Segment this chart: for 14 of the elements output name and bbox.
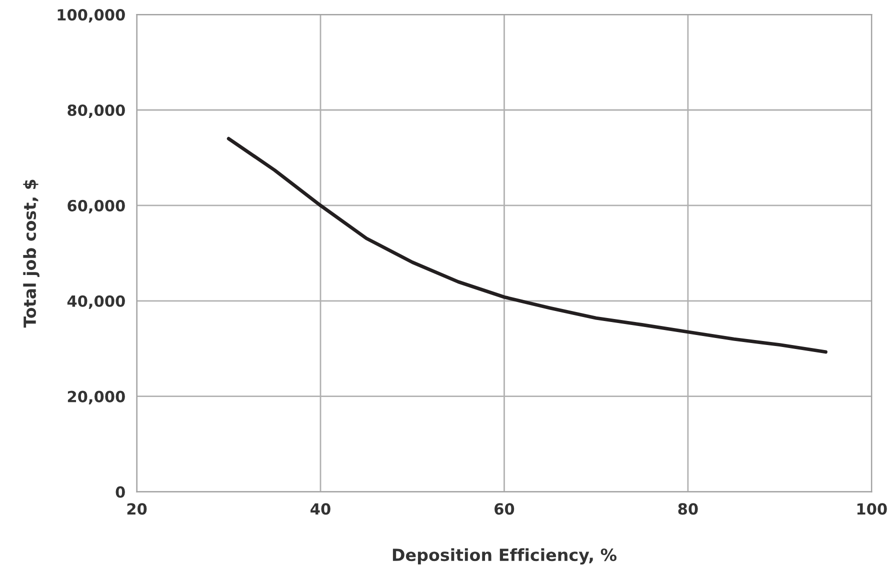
x-tick-label: 100 [857, 503, 887, 515]
line-series [226, 136, 828, 354]
y-tick-label: 80,000 [68, 104, 125, 118]
y-axis-title: Total job cost, $ [23, 180, 40, 328]
y-tick-label: 20,000 [68, 390, 125, 404]
y-tick-label: 100,000 [58, 9, 125, 23]
x-tick-label: 40 [310, 503, 330, 515]
y-tick-label: 60,000 [68, 200, 125, 214]
x-axis-title: Deposition Efficiency, % [392, 548, 616, 565]
y-tick-label: 40,000 [67, 295, 125, 309]
x-tick-label: 80 [678, 503, 698, 515]
x-tick-label: 60 [494, 503, 514, 515]
y-tick-label: 0 [116, 486, 125, 498]
x-tick-label: 20 [127, 503, 147, 515]
